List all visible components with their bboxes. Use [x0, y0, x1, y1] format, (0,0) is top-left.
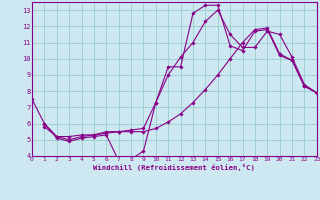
- X-axis label: Windchill (Refroidissement éolien,°C): Windchill (Refroidissement éolien,°C): [93, 164, 255, 171]
